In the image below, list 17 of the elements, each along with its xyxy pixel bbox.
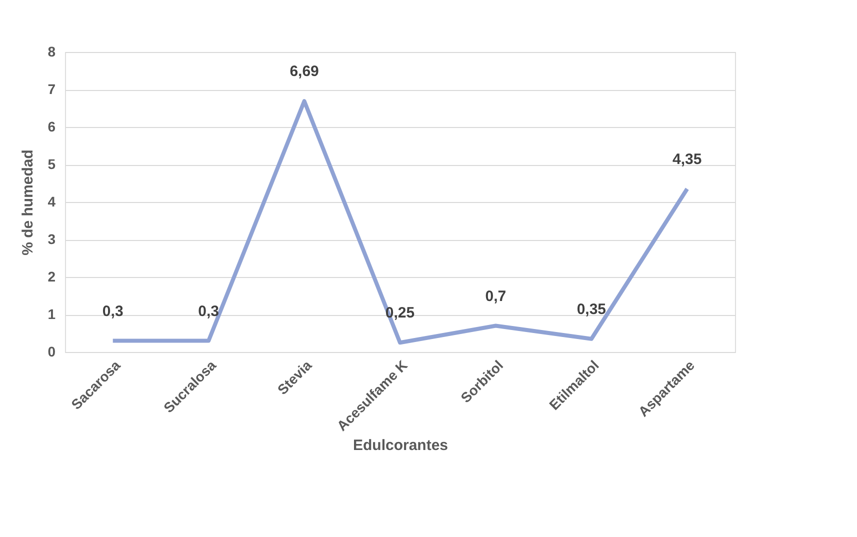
data-label: 0,7 [485,288,506,305]
y-tick-label: 1 [48,306,56,322]
y-tick-label: 5 [48,156,56,172]
data-label: 6,69 [290,63,319,80]
y-tick-label: 4 [48,194,56,210]
y-tick-label: 8 [48,44,56,60]
data-label: 0,3 [102,302,124,320]
y-axis-title: % de humedad [20,150,37,256]
y-tick-label: 2 [48,268,56,284]
y-tick-label: 0 [48,344,56,360]
data-label: 4,35 [672,150,702,168]
data-label: 0,35 [576,300,606,318]
y-tick-label: 7 [48,81,56,97]
data-label: 0,3 [198,302,219,320]
y-tick-label: 6 [48,118,56,134]
x-axis-title: Edulcorantes [352,436,448,454]
y-tick-label: 3 [48,231,56,247]
